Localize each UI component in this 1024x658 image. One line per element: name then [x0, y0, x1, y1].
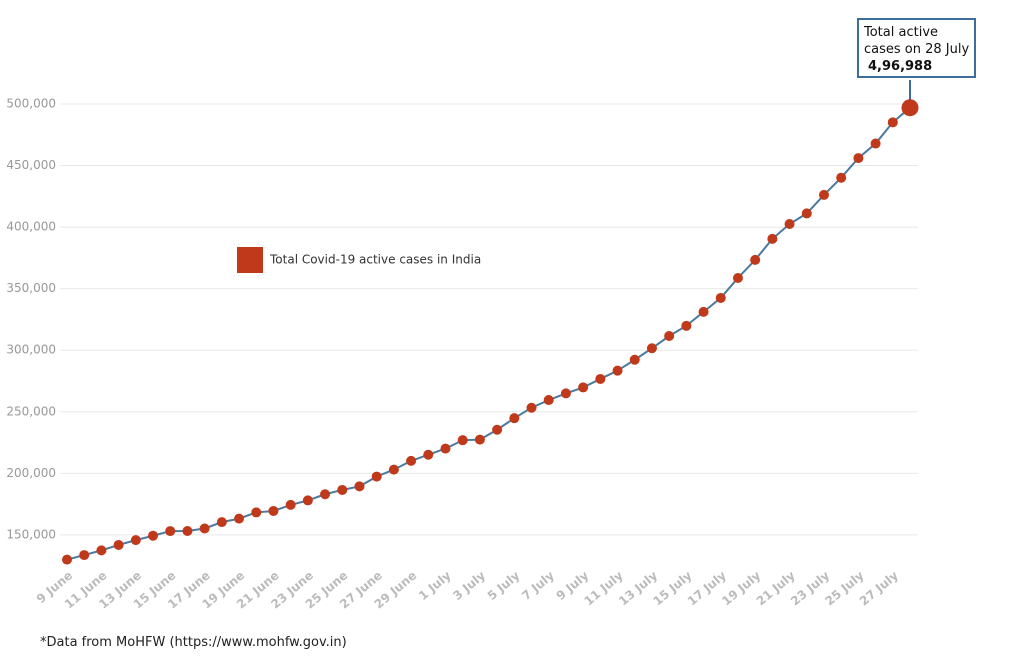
data-point [595, 373, 606, 384]
data-point [750, 254, 761, 265]
data-point [612, 365, 623, 376]
y-tick-label: 350,000 [6, 281, 56, 295]
data-point [130, 535, 141, 546]
x-tick-label: 7 July [519, 568, 557, 603]
data-point [62, 554, 72, 565]
data-point [901, 99, 919, 117]
data-point [371, 471, 382, 482]
data-point [629, 354, 640, 365]
y-tick-label: 450,000 [6, 158, 56, 172]
data-point [96, 545, 107, 556]
data-point [732, 272, 743, 283]
data-point [406, 455, 417, 466]
data-point [698, 306, 709, 317]
data-point [492, 424, 503, 435]
data-point [836, 172, 847, 183]
y-tick-label: 250,000 [6, 404, 56, 418]
data-point [457, 435, 468, 446]
data-point [560, 388, 571, 399]
data-point [165, 526, 176, 537]
data-point [148, 530, 159, 541]
x-tick-label: 27 July [857, 568, 901, 608]
data-point [664, 331, 675, 342]
data-point [818, 189, 829, 200]
data-point [199, 523, 210, 534]
data-point [268, 505, 279, 516]
y-tick-label: 500,000 [6, 97, 56, 111]
data-point [354, 481, 365, 492]
data-point [474, 434, 485, 445]
data-point [784, 219, 795, 230]
legend-label: Total Covid-19 active cases in India [269, 253, 481, 267]
x-tick-label: 5 July [485, 568, 523, 603]
data-point [715, 292, 726, 303]
x-tick-label: 1 July [416, 568, 454, 603]
data-point [767, 233, 778, 244]
data-point [302, 495, 313, 506]
data-point [337, 484, 348, 495]
data-point [388, 464, 399, 475]
y-tick-label: 400,000 [6, 220, 56, 234]
annotation-value: 4,96,988 [868, 59, 933, 74]
annotation-text: Total active cases on 28 July [864, 25, 970, 57]
data-point [182, 526, 193, 537]
y-tick-label: 300,000 [6, 343, 56, 357]
data-point [578, 382, 589, 393]
data-point [887, 117, 898, 128]
data-point [285, 499, 296, 510]
data-point [681, 320, 692, 331]
footnote: *Data from MoHFW (https://www.mohfw.gov.… [40, 635, 347, 650]
legend-swatch [237, 247, 263, 273]
x-tick-label: 3 July [450, 568, 488, 603]
data-point [234, 513, 245, 524]
data-point [440, 443, 451, 454]
data-point [113, 539, 124, 550]
data-point [853, 153, 864, 164]
data-point [526, 402, 537, 413]
data-point [646, 343, 657, 354]
data-point [79, 550, 90, 561]
series-line [66, 106, 911, 561]
data-point [423, 449, 434, 460]
data-point [801, 208, 812, 219]
data-point [251, 507, 262, 518]
data-point [543, 395, 554, 406]
y-tick-label: 200,000 [6, 466, 56, 480]
data-point [320, 489, 331, 500]
data-point [216, 517, 227, 528]
annotation-box: Total active cases on 28 July 4,96,988 [857, 18, 976, 78]
y-tick-label: 150,000 [6, 527, 56, 541]
data-point [509, 413, 520, 424]
data-point [870, 138, 881, 149]
